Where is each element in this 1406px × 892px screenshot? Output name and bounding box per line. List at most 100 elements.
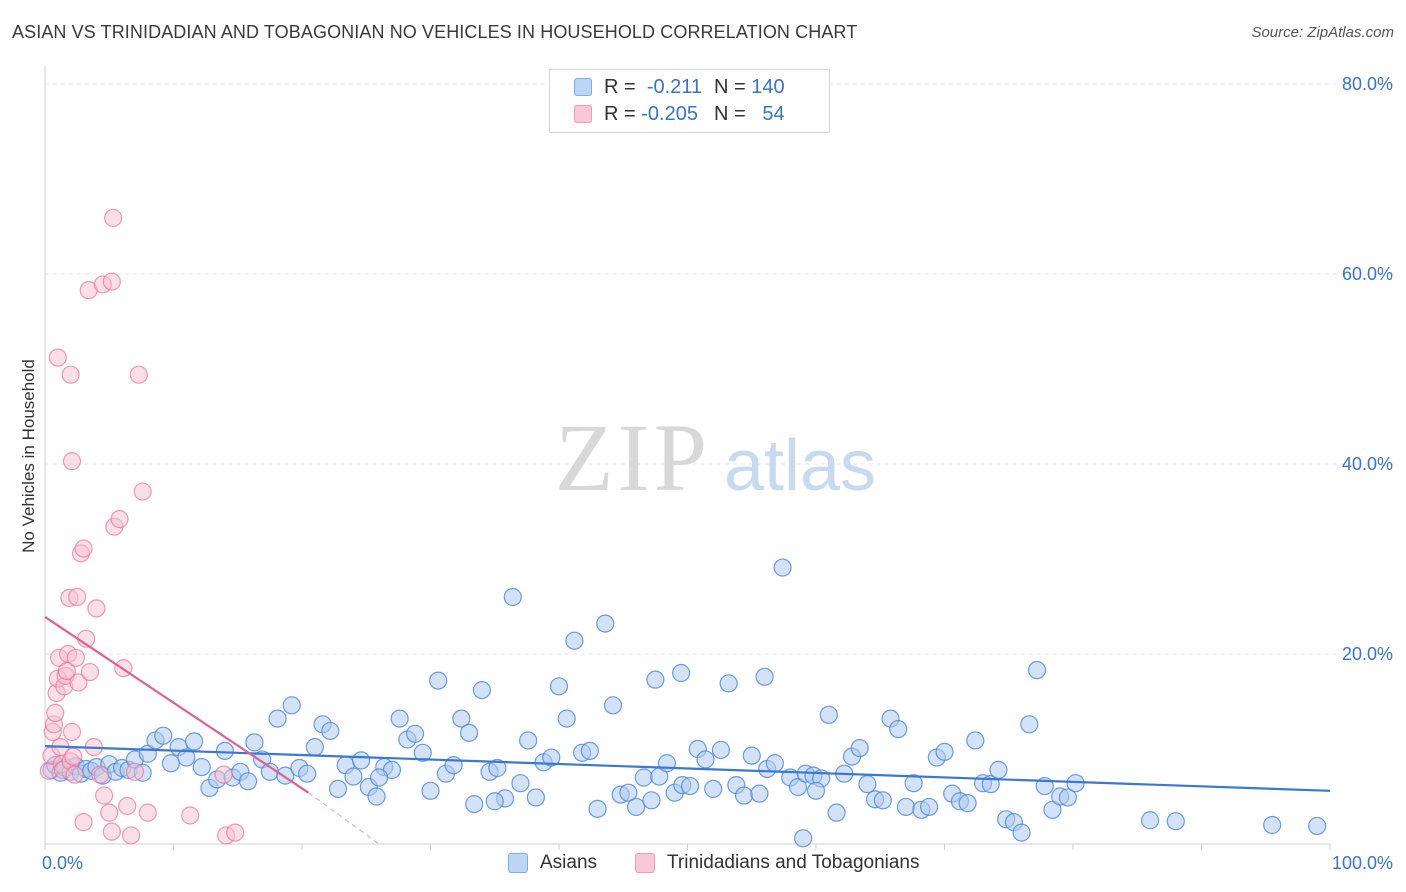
point-asians-85 <box>657 754 677 773</box>
legend-r-asians: R = -0.211 <box>604 75 703 98</box>
point-asians-137 <box>1058 788 1077 807</box>
watermark-zip: ZIP <box>555 404 711 511</box>
point-asians-147 <box>671 663 691 683</box>
trend-line-asians <box>44 745 1331 792</box>
point-asians-100 <box>773 558 792 577</box>
point-asians-128 <box>989 760 1008 780</box>
point-asians-23 <box>184 732 204 751</box>
point-trinidadians-27 <box>87 599 106 618</box>
point-asians-60 <box>465 794 484 814</box>
legend-item-trinidadians: Trinidadians and Tobagonians <box>635 852 920 874</box>
point-asians-34 <box>268 709 287 728</box>
x-tick-label-100: 100.0% <box>1332 853 1393 873</box>
point-asians-59 <box>459 723 479 742</box>
point-trinidadians-50 <box>181 806 200 825</box>
legend-label-trinidadians: Trinidadians and Tobagonians <box>667 852 920 873</box>
y-tick-label-60: 60.0% <box>1342 264 1393 284</box>
legend-label-asians: Asians <box>540 852 598 873</box>
point-asians-99 <box>765 754 784 773</box>
point-asians-149 <box>794 829 813 848</box>
legend-row-asians: R = -0.211 N = 140 <box>574 75 804 99</box>
y-axis-label: No Vehicles in Household <box>19 359 38 553</box>
legend-swatch-asians-bottom <box>508 853 528 873</box>
point-trinidadians-30 <box>100 803 119 822</box>
point-asians-77 <box>596 614 615 633</box>
point-trinidadians-43 <box>62 452 82 471</box>
point-asians-121 <box>935 742 954 761</box>
point-asians-83 <box>642 791 661 810</box>
point-trinidadians-35 <box>118 796 137 816</box>
axes <box>44 66 1331 850</box>
point-asians-19 <box>154 726 173 745</box>
legend-item-asians: Asians <box>508 852 597 874</box>
point-trinidadians-53 <box>214 765 233 784</box>
chart-title: ASIAN VS TRINIDADIAN AND TOBAGONIAN NO V… <box>12 22 858 42</box>
point-trinidadians-44 <box>68 587 87 607</box>
trend-line-trinidadians <box>44 616 310 794</box>
legend-n-asians: N = 140 <box>714 75 785 98</box>
point-trinidadians-38 <box>129 365 148 384</box>
legend-r-trinidadians: R = -0.205 <box>604 102 698 125</box>
watermark: ZIP atlas <box>555 404 876 511</box>
point-trinidadians-33 <box>110 509 129 529</box>
point-trinidadians-42 <box>61 365 80 384</box>
point-asians-55 <box>429 671 448 690</box>
point-trinidadians-41 <box>48 348 67 367</box>
point-trinidadians-37 <box>125 762 145 781</box>
point-asians-96 <box>742 746 761 765</box>
series-trinidadians <box>39 208 245 845</box>
point-asians-44 <box>344 767 363 786</box>
point-asians-111 <box>858 775 877 794</box>
point-asians-117 <box>904 774 923 793</box>
point-asians-119 <box>919 797 939 817</box>
point-asians-133 <box>1027 661 1047 680</box>
point-asians-61 <box>472 680 491 700</box>
y-tick-label-20: 20.0% <box>1342 644 1393 664</box>
series-asians <box>42 558 1327 848</box>
legend-n-trinidadians: N = 54 <box>714 102 785 125</box>
point-asians-142 <box>1308 816 1327 836</box>
point-asians-78 <box>603 696 623 715</box>
point-asians-53 <box>413 743 432 762</box>
point-trinidadians-29 <box>95 786 114 805</box>
point-asians-66 <box>511 774 530 793</box>
point-asians-52 <box>405 724 425 743</box>
point-asians-116 <box>896 797 916 817</box>
trend-lines <box>44 616 1331 845</box>
point-asians-144 <box>806 781 826 800</box>
point-asians-36 <box>282 696 301 715</box>
point-trinidadians-40 <box>138 803 157 822</box>
point-asians-80 <box>619 783 638 802</box>
point-asians-132 <box>1020 715 1039 734</box>
point-trinidadians-20 <box>66 648 85 667</box>
point-asians-92 <box>711 740 731 760</box>
point-trinidadians-18 <box>64 747 83 766</box>
point-asians-31 <box>245 733 264 752</box>
source-label: Source: ZipAtlas.com <box>1251 24 1394 41</box>
point-asians-24 <box>192 757 211 777</box>
point-asians-97 <box>750 784 769 803</box>
point-asians-38 <box>298 764 317 783</box>
point-asians-106 <box>819 705 838 724</box>
point-asians-115 <box>889 719 908 739</box>
point-asians-95 <box>734 786 754 805</box>
point-asians-47 <box>367 787 386 806</box>
point-asians-90 <box>696 750 715 769</box>
point-asians-91 <box>704 779 723 799</box>
y-tick-label-80: 80.0% <box>1342 74 1393 94</box>
point-asians-39 <box>305 737 324 757</box>
point-asians-124 <box>958 794 977 813</box>
point-asians-45 <box>352 751 371 770</box>
point-asians-22 <box>177 748 196 767</box>
watermark-atlas: atlas <box>724 426 876 506</box>
gridlines <box>45 83 1395 655</box>
trend-line-trinidadians-extension <box>308 792 380 845</box>
point-trinidadians-36 <box>121 826 141 845</box>
point-trinidadians-49 <box>102 272 121 291</box>
stats-legend: R = -0.211 N = 140 R = -0.205 N = 54 <box>549 69 830 133</box>
point-asians-82 <box>634 768 653 787</box>
point-asians-110 <box>850 738 869 758</box>
tick-labels: 20.0% 40.0% 60.0% 80.0% 0.0% 100.0% <box>42 74 1393 873</box>
point-trinidadians-28 <box>91 765 110 784</box>
